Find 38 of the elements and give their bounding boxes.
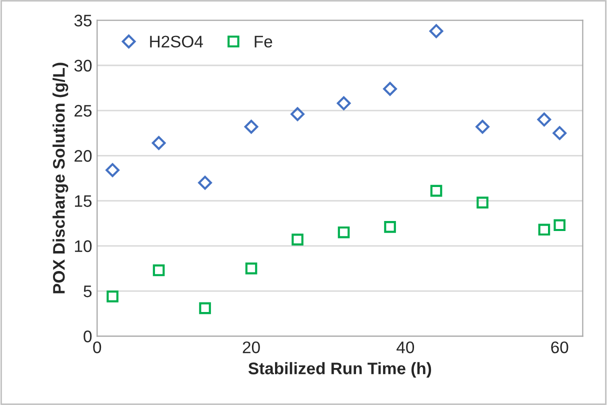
point xyxy=(537,112,552,126)
point xyxy=(552,126,567,140)
point xyxy=(106,290,118,302)
point xyxy=(476,120,490,134)
point xyxy=(538,224,550,236)
legend-label: Fe xyxy=(254,36,272,48)
point xyxy=(383,82,397,96)
x-tick-label: 60 xyxy=(551,341,568,354)
x-tick-label: 20 xyxy=(242,341,260,354)
point xyxy=(554,219,566,232)
y-tick-label: 25 xyxy=(74,104,92,117)
y-tick-label: 5 xyxy=(84,286,92,298)
point xyxy=(245,262,258,274)
point xyxy=(290,107,304,122)
x-axis-title: Stabilized Run Time (h) xyxy=(248,362,432,378)
point xyxy=(429,24,444,38)
point xyxy=(152,264,165,276)
y-tick-label: 15 xyxy=(74,195,92,207)
point xyxy=(476,196,488,208)
point xyxy=(106,163,120,178)
point xyxy=(384,221,396,233)
y-tick-label: 20 xyxy=(74,150,92,162)
y-tick-label: 10 xyxy=(74,240,92,252)
point xyxy=(336,96,351,110)
y-tick-label: 35 xyxy=(74,14,92,26)
point xyxy=(199,302,211,314)
y-tick-label: 30 xyxy=(74,60,92,72)
point xyxy=(338,226,350,238)
point xyxy=(292,234,304,246)
point xyxy=(198,176,212,190)
point xyxy=(152,136,166,150)
point xyxy=(244,120,258,134)
y-tick-label: 0 xyxy=(84,330,92,342)
y-axis-title: POX Discharge Solution (g/L) xyxy=(52,62,68,294)
point xyxy=(430,184,442,197)
x-tick-label: 40 xyxy=(396,341,414,354)
legend-label: H2SO4 xyxy=(150,36,203,48)
x-tick-label: 0 xyxy=(93,341,102,354)
